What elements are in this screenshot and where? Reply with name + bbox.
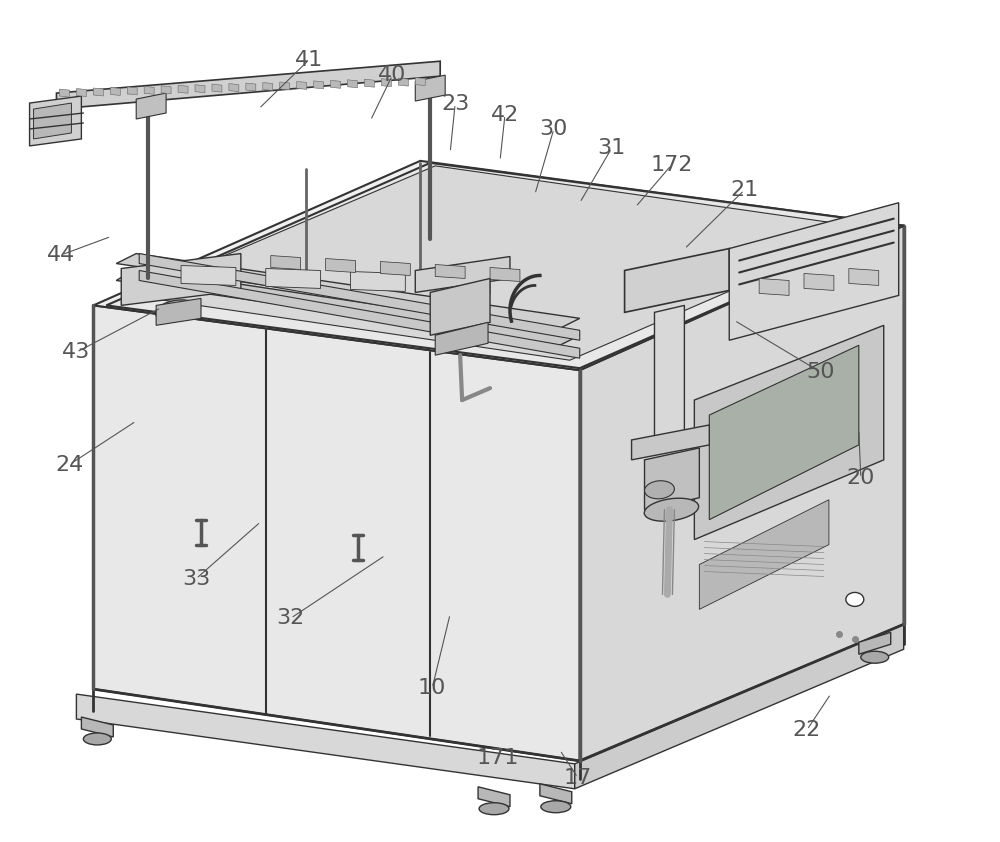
Polygon shape — [759, 279, 789, 296]
Polygon shape — [804, 274, 834, 290]
Polygon shape — [415, 77, 425, 86]
Polygon shape — [709, 345, 859, 520]
Polygon shape — [161, 86, 171, 93]
Polygon shape — [195, 85, 205, 93]
Text: 43: 43 — [62, 342, 91, 362]
Polygon shape — [297, 82, 307, 89]
Polygon shape — [59, 89, 69, 97]
Polygon shape — [93, 306, 580, 761]
Text: 30: 30 — [540, 119, 568, 139]
Polygon shape — [106, 163, 904, 368]
Polygon shape — [490, 268, 520, 281]
Polygon shape — [415, 257, 510, 292]
Polygon shape — [56, 61, 440, 109]
Text: 33: 33 — [182, 569, 210, 589]
Polygon shape — [729, 203, 899, 340]
Ellipse shape — [846, 593, 864, 606]
Text: 10: 10 — [418, 678, 446, 698]
Text: 40: 40 — [378, 65, 407, 85]
Text: 32: 32 — [277, 608, 305, 628]
Polygon shape — [314, 81, 324, 89]
Polygon shape — [246, 83, 256, 91]
Polygon shape — [859, 632, 891, 654]
Polygon shape — [30, 96, 81, 146]
Text: 172: 172 — [650, 155, 693, 175]
Polygon shape — [116, 269, 580, 345]
Polygon shape — [181, 265, 236, 285]
Polygon shape — [364, 79, 374, 88]
Polygon shape — [398, 78, 408, 86]
Text: 41: 41 — [295, 51, 323, 70]
Ellipse shape — [541, 801, 571, 813]
Polygon shape — [380, 262, 410, 275]
Polygon shape — [580, 226, 904, 761]
Polygon shape — [350, 271, 405, 291]
Polygon shape — [93, 161, 904, 370]
Text: 17: 17 — [564, 768, 592, 787]
Ellipse shape — [861, 651, 889, 663]
Polygon shape — [131, 166, 874, 360]
Polygon shape — [849, 269, 879, 285]
Polygon shape — [271, 256, 301, 269]
Polygon shape — [34, 103, 71, 139]
Text: 42: 42 — [491, 104, 519, 125]
Polygon shape — [127, 87, 137, 95]
Polygon shape — [331, 80, 341, 88]
Polygon shape — [81, 717, 113, 737]
Ellipse shape — [155, 300, 197, 321]
Text: 21: 21 — [730, 180, 758, 200]
Polygon shape — [430, 279, 490, 335]
Polygon shape — [381, 78, 391, 87]
Text: 22: 22 — [793, 720, 821, 740]
Ellipse shape — [645, 481, 674, 498]
Polygon shape — [266, 269, 321, 289]
Polygon shape — [654, 306, 684, 445]
Polygon shape — [116, 253, 580, 328]
Polygon shape — [348, 80, 357, 88]
Polygon shape — [478, 786, 510, 807]
Polygon shape — [263, 83, 273, 90]
Polygon shape — [326, 258, 355, 273]
Polygon shape — [694, 325, 884, 540]
Polygon shape — [632, 425, 709, 460]
Polygon shape — [110, 88, 120, 95]
Polygon shape — [139, 253, 580, 340]
Polygon shape — [76, 694, 575, 789]
Polygon shape — [699, 500, 829, 610]
Polygon shape — [156, 298, 201, 325]
Text: 44: 44 — [47, 245, 76, 265]
Polygon shape — [93, 88, 103, 96]
Polygon shape — [645, 448, 699, 509]
Text: 171: 171 — [477, 749, 519, 769]
Polygon shape — [121, 253, 241, 306]
Polygon shape — [540, 784, 572, 804]
Ellipse shape — [479, 802, 509, 815]
Text: 24: 24 — [55, 455, 84, 475]
Text: 31: 31 — [598, 138, 626, 158]
Polygon shape — [435, 322, 488, 355]
Ellipse shape — [83, 733, 111, 745]
Polygon shape — [136, 93, 166, 119]
Polygon shape — [212, 84, 222, 92]
Ellipse shape — [644, 498, 699, 521]
Polygon shape — [229, 83, 239, 92]
Polygon shape — [435, 264, 465, 279]
Polygon shape — [76, 88, 86, 97]
Polygon shape — [178, 85, 188, 93]
Text: 23: 23 — [441, 93, 469, 114]
Polygon shape — [435, 274, 490, 295]
Text: 20: 20 — [847, 468, 875, 488]
Polygon shape — [144, 87, 154, 94]
Text: 50: 50 — [807, 362, 835, 382]
Polygon shape — [625, 248, 729, 312]
Polygon shape — [139, 270, 580, 358]
Polygon shape — [575, 624, 904, 789]
Polygon shape — [415, 75, 445, 101]
Polygon shape — [280, 82, 290, 90]
